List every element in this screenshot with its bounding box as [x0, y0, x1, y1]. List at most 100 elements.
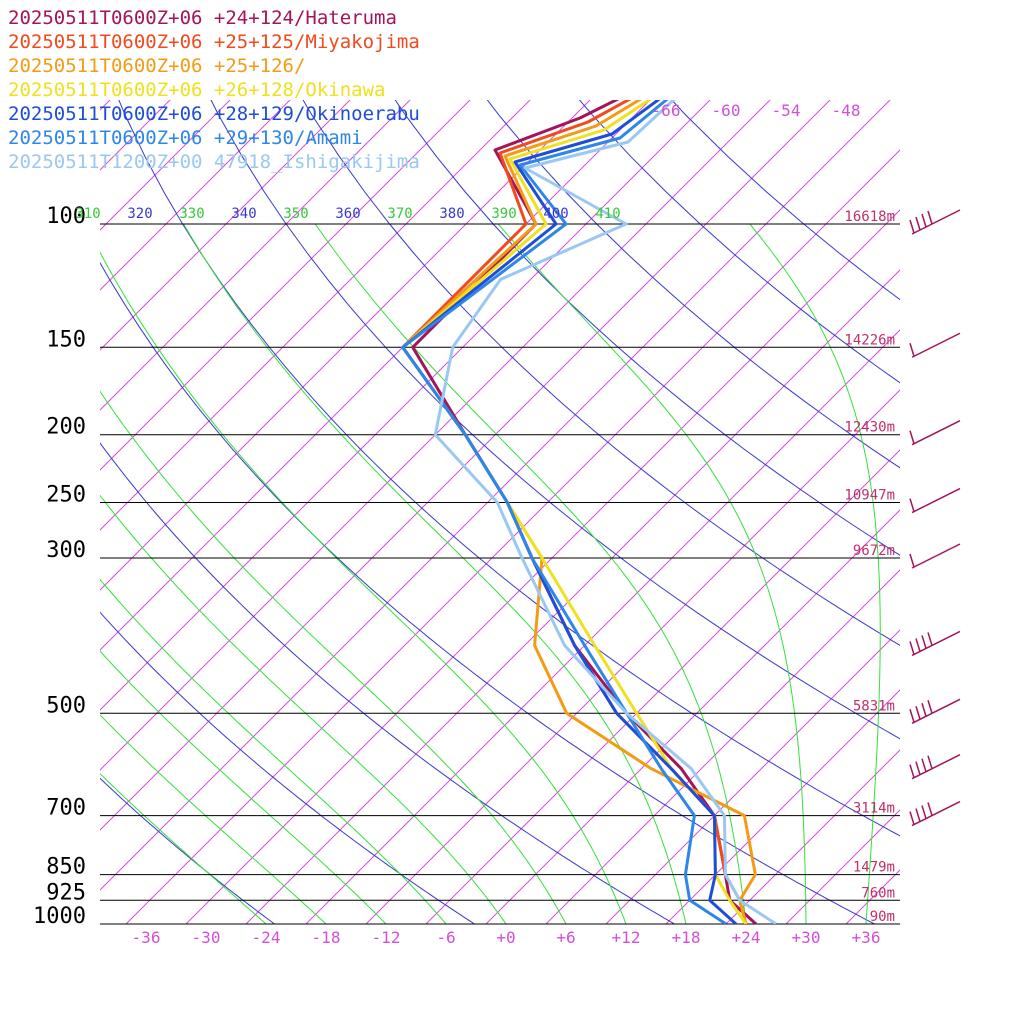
barb-flag	[921, 213, 927, 228]
dry-adiabat	[100, 777, 276, 924]
isotherm-line	[185, 209, 900, 924]
isotherm-line	[946, 49, 1024, 1024]
isotherm-line	[100, 100, 831, 831]
barb-flag	[921, 703, 927, 717]
height-label-1000: 90m	[870, 909, 895, 925]
barb-flag	[915, 808, 921, 822]
dry-adiabat	[578, 100, 900, 384]
moist-adiabat-grid	[100, 223, 881, 924]
isotherm-line	[100, 100, 771, 771]
barb-shaft	[911, 630, 961, 657]
dry-adiabat	[394, 100, 900, 556]
wind-barb	[909, 420, 961, 446]
isotherm-line	[100, 100, 411, 411]
pressure-label-150: 150	[46, 327, 86, 352]
theta-label: 320	[127, 206, 152, 222]
barb-flag	[921, 758, 927, 772]
barb-shaft	[911, 698, 961, 724]
temperature-tick: -30	[192, 928, 221, 947]
height-label-850: 1479m	[853, 860, 895, 876]
isobar-lines	[100, 223, 900, 925]
barb-shaft	[911, 420, 961, 446]
barb-flag	[909, 553, 915, 568]
theta-label: 330	[179, 206, 204, 222]
wind-barb	[909, 698, 961, 724]
barb-flag	[927, 755, 933, 769]
height-label-100: 16618m	[844, 209, 895, 225]
temperature-tick: +6	[556, 928, 575, 947]
temperature-tick: +24	[732, 928, 761, 947]
barb-flag	[927, 700, 933, 714]
isotherm-line	[826, 49, 1024, 1024]
barb-flag	[921, 635, 927, 649]
theta-label: 380	[439, 206, 464, 222]
barb-shaft	[911, 754, 961, 780]
pressure-label-250: 250	[46, 483, 86, 508]
pressure-label-925: 925	[46, 880, 86, 905]
isotherm-line	[100, 100, 591, 591]
wind-barb	[909, 543, 961, 569]
temperature-tick: -18	[312, 928, 341, 947]
pressure-label-700: 700	[46, 796, 86, 821]
height-label-700: 3114m	[853, 801, 895, 817]
wind-barb	[909, 800, 961, 827]
wind-barb	[909, 630, 961, 657]
legend-entry-1: 20250511T0600Z+06 +24+124/Hateruma	[8, 7, 397, 29]
legend-entry-3: 20250511T0600Z+06 +25+126/	[8, 55, 305, 77]
top-temperature-label: -66	[652, 101, 681, 120]
wind-barbs	[909, 209, 961, 827]
pressure-label-300: 300	[46, 538, 86, 563]
theta-label: 370	[387, 206, 412, 222]
isotherm-line	[485, 509, 900, 924]
theta-label: 410	[595, 206, 620, 222]
pressure-label-200: 200	[46, 415, 86, 440]
pressure-label-500: 500	[46, 693, 86, 718]
barb-flag	[927, 802, 933, 816]
isotherm-line	[845, 869, 900, 924]
isotherm-line	[766, 49, 1024, 1024]
isotherm-line	[100, 100, 471, 471]
dry-adiabat	[100, 261, 876, 924]
isotherm-line	[886, 49, 1024, 1024]
height-label-300: 9672m	[853, 543, 895, 559]
dry-adiabat	[302, 100, 900, 646]
theta-label: 310	[75, 206, 100, 222]
theta-label: 350	[283, 206, 308, 222]
barb-flag	[909, 764, 915, 778]
isotherm-line	[100, 100, 711, 711]
dry-adiabat	[210, 100, 900, 740]
legend-entry-4: 20250511T0600Z+06 +26+128/Okinawa	[8, 79, 386, 101]
temperature-tick: -12	[372, 928, 401, 947]
legend-entry-5: 20250511T0600Z+06 +28+129/Okinoerabu	[8, 103, 420, 125]
barb-flag	[921, 805, 927, 819]
wind-barb	[909, 209, 961, 235]
legend-entry-7: 20250511T1200Z+00 47918_Ishigakijima	[8, 151, 420, 173]
barb-flag	[927, 632, 933, 646]
theta-label: 340	[231, 206, 256, 222]
barb-flag	[909, 641, 915, 655]
barb-shaft	[911, 487, 961, 514]
barb-flag	[909, 219, 915, 234]
wind-barb	[909, 487, 961, 514]
legend: 20250511T0600Z+06 +24+124/Hateruma 202505…	[8, 7, 420, 173]
temperature-tick: +0	[496, 928, 515, 947]
barb-flag	[909, 811, 915, 825]
moist-adiabat	[183, 223, 687, 924]
isotherm-line	[100, 100, 231, 231]
profile-line-6	[401, 100, 727, 924]
isotherm-line	[725, 749, 900, 924]
barb-shaft	[911, 800, 961, 827]
mixing-ratio-grid	[100, 49, 1024, 1024]
isotherm-line	[100, 100, 291, 291]
isotherm-line	[125, 149, 900, 924]
barb-flag	[909, 709, 915, 723]
moist-adiabat	[497, 223, 807, 924]
temperature-tick: -6	[436, 928, 455, 947]
pressure-label-1000: 1000	[33, 904, 86, 929]
barb-flag	[915, 761, 921, 775]
temperature-tick: -24	[252, 928, 281, 947]
temperature-tick: +12	[612, 928, 641, 947]
dry-adiabat	[100, 611, 476, 924]
top-temperature-label: -54	[772, 101, 801, 120]
isotherm-line	[305, 329, 900, 924]
